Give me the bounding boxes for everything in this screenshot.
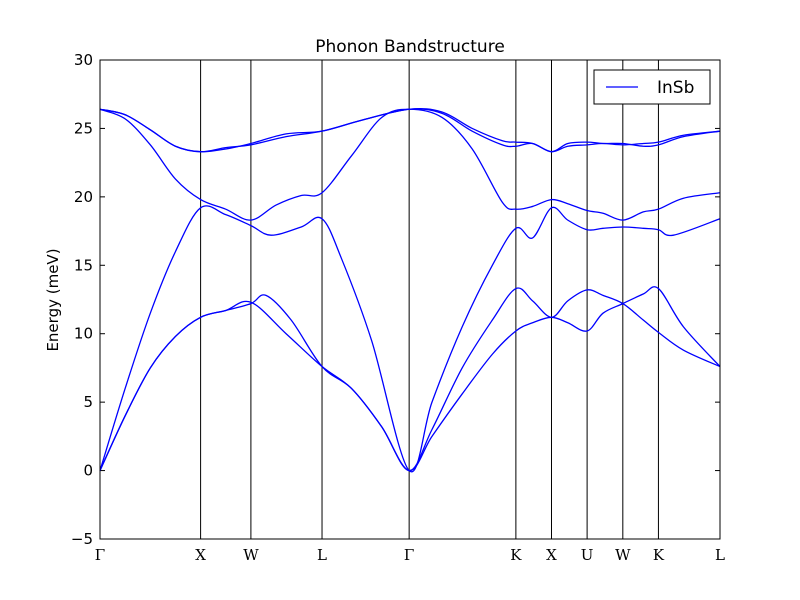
chart-title: Phonon Bandstructure <box>315 37 505 57</box>
y-tick-label: 5 <box>83 393 93 411</box>
band-line-4 <box>99 108 721 221</box>
y-tick-label: 10 <box>74 325 93 343</box>
plot-frame <box>99 59 721 540</box>
x-tick-label: K <box>510 546 522 564</box>
band-line-3 <box>99 205 721 473</box>
band-line-1 <box>99 286 721 472</box>
x-tick-label: W <box>243 546 259 564</box>
legend-label-insb: InSb <box>657 78 694 98</box>
legend: InSb <box>593 69 711 105</box>
x-tick-label: X <box>546 546 557 564</box>
y-tick-label: 30 <box>74 51 93 69</box>
band-line-2 <box>99 287 721 472</box>
y-tick-label: −5 <box>71 530 93 548</box>
x-tick-label: Γ <box>404 546 414 564</box>
band-line-6 <box>99 108 721 153</box>
y-tick-label: 25 <box>74 119 93 137</box>
x-tick-label: K <box>653 546 665 564</box>
x-tick-label: L <box>715 546 725 564</box>
band-line-5 <box>99 108 721 153</box>
x-tick-label: Γ <box>95 546 105 564</box>
x-tick-label: W <box>615 546 631 564</box>
y-tick-label: 0 <box>83 462 93 480</box>
y-axis-label: Energy (meV) <box>44 248 62 351</box>
x-tick-label: U <box>581 546 594 564</box>
plot-area: −5 0 5 10 15 20 25 30 Γ X W L Γ K X U W K L <box>71 51 725 564</box>
y-tick-label: 20 <box>74 188 93 206</box>
y-tick-label: 15 <box>74 256 93 274</box>
x-tick-label: X <box>195 546 206 564</box>
x-tick-label: L <box>317 546 327 564</box>
